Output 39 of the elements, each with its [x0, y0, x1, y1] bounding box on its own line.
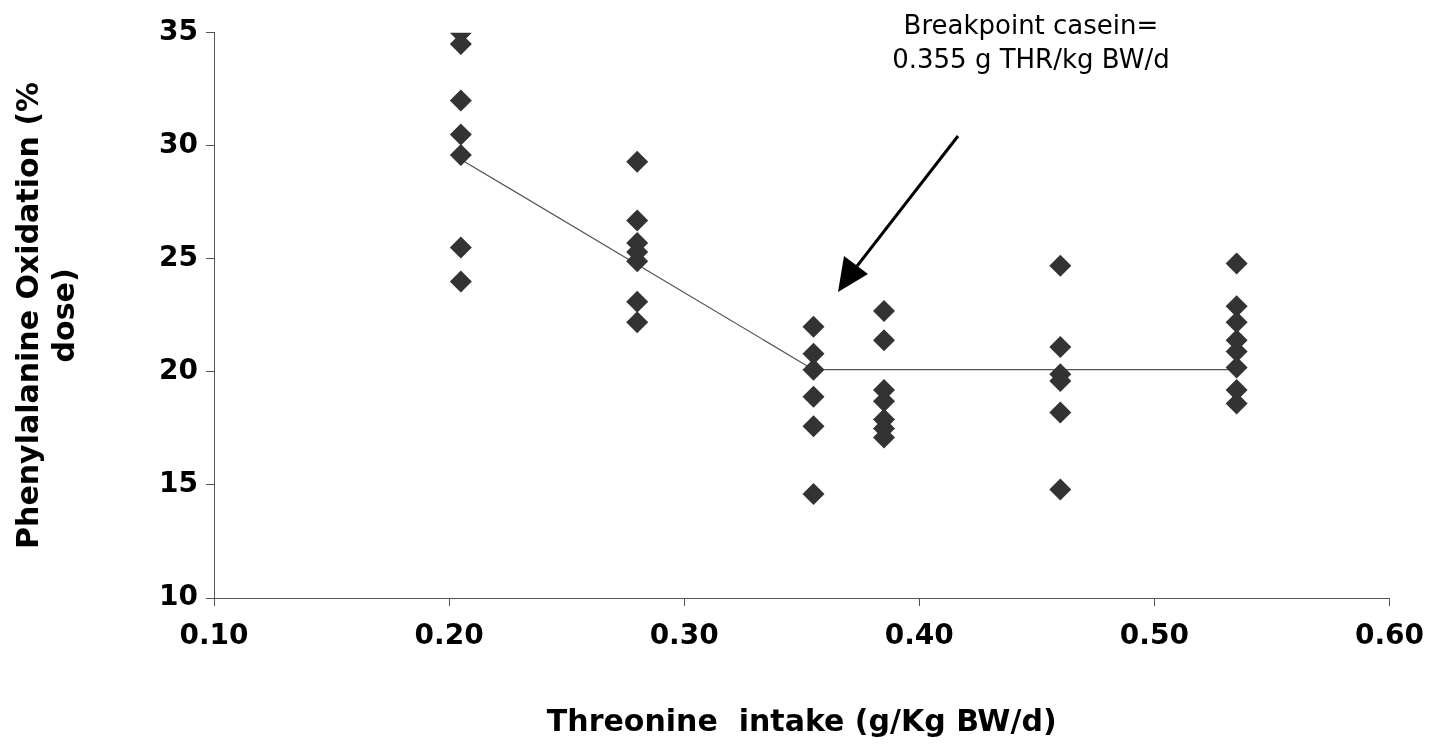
point	[1049, 254, 1072, 277]
point	[626, 311, 649, 334]
point	[1225, 356, 1248, 379]
point	[626, 150, 649, 173]
x-tick-label: 0.60	[1354, 618, 1424, 652]
y-tick-label: 10	[159, 579, 198, 613]
point	[626, 290, 649, 313]
y-tick-label: 15	[159, 466, 198, 500]
point	[802, 385, 825, 408]
point	[873, 299, 896, 322]
point	[449, 123, 472, 146]
x-tick-label: 0.50	[1119, 618, 1189, 652]
y-axis-title: Phenylalanine Oxidation (% dose)	[9, 81, 81, 549]
point	[802, 315, 825, 338]
annotation: Breakpoint casein= 0.355 g THR/kg BW/d	[892, 9, 1170, 74]
x-tick-label: 0.40	[884, 618, 954, 652]
point	[449, 143, 472, 166]
point	[1225, 311, 1248, 334]
point	[449, 236, 472, 259]
point	[1049, 401, 1072, 424]
point	[626, 209, 649, 232]
point	[802, 483, 825, 505]
point	[1049, 478, 1072, 501]
point	[802, 342, 825, 365]
point	[873, 329, 896, 352]
y-tick-label: 30	[159, 127, 198, 161]
point	[802, 415, 825, 438]
point	[449, 89, 472, 112]
x-tick-label: 0.20	[414, 618, 484, 652]
x-tick-label: 0.30	[649, 618, 719, 652]
x-axis-title: Threonine intake (g/Kg BW/d)	[546, 702, 1057, 738]
point	[449, 270, 472, 293]
y-tick-label: 35	[159, 14, 198, 48]
point	[1225, 252, 1248, 275]
y-tick-label: 25	[159, 240, 198, 274]
y-tick-label: 20	[159, 353, 198, 387]
x-tick-label: 0.10	[179, 618, 249, 652]
point	[802, 358, 825, 381]
point	[1049, 336, 1072, 359]
